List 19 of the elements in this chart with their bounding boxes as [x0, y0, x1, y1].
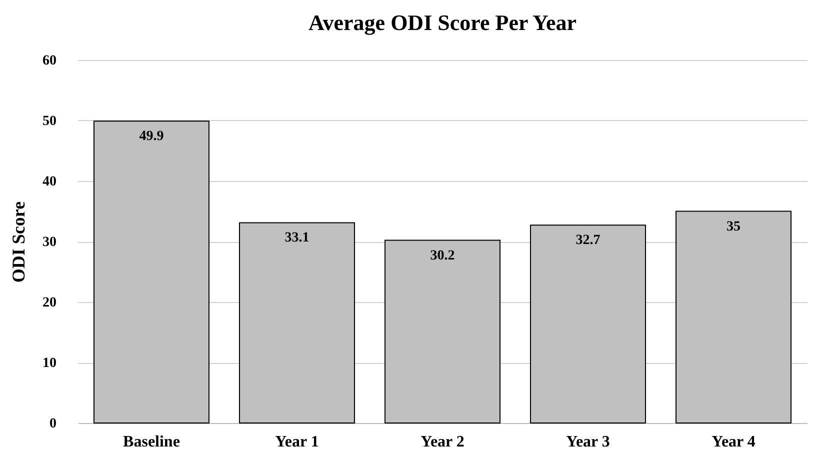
y-tick-label: 60	[42, 54, 56, 68]
data-label: 49.9	[139, 129, 164, 144]
data-label: 30.2	[430, 248, 455, 264]
y-tick-label: 40	[42, 174, 56, 190]
y-tick-label: 0	[50, 416, 56, 432]
y-tick-label: 10	[42, 356, 56, 371]
x-tick-label: Year 4	[712, 434, 756, 450]
data-label: 35	[726, 219, 741, 234]
y-tick-label: 30	[42, 235, 56, 250]
y-tick-label: 20	[42, 296, 56, 310]
y-tick-label: 50	[42, 114, 56, 129]
y-axis-title: ODI Score	[8, 201, 28, 283]
data-label: 33.1	[284, 230, 310, 246]
data-label: 32.7	[576, 233, 600, 248]
x-tick-label: Year 3	[566, 434, 610, 450]
x-tick-label: Year 1	[275, 434, 319, 450]
x-tick-label: Baseline	[123, 434, 180, 450]
x-tick-label: Year 2	[420, 434, 464, 450]
chart-title: Average ODI Score Per Year	[308, 10, 577, 35]
